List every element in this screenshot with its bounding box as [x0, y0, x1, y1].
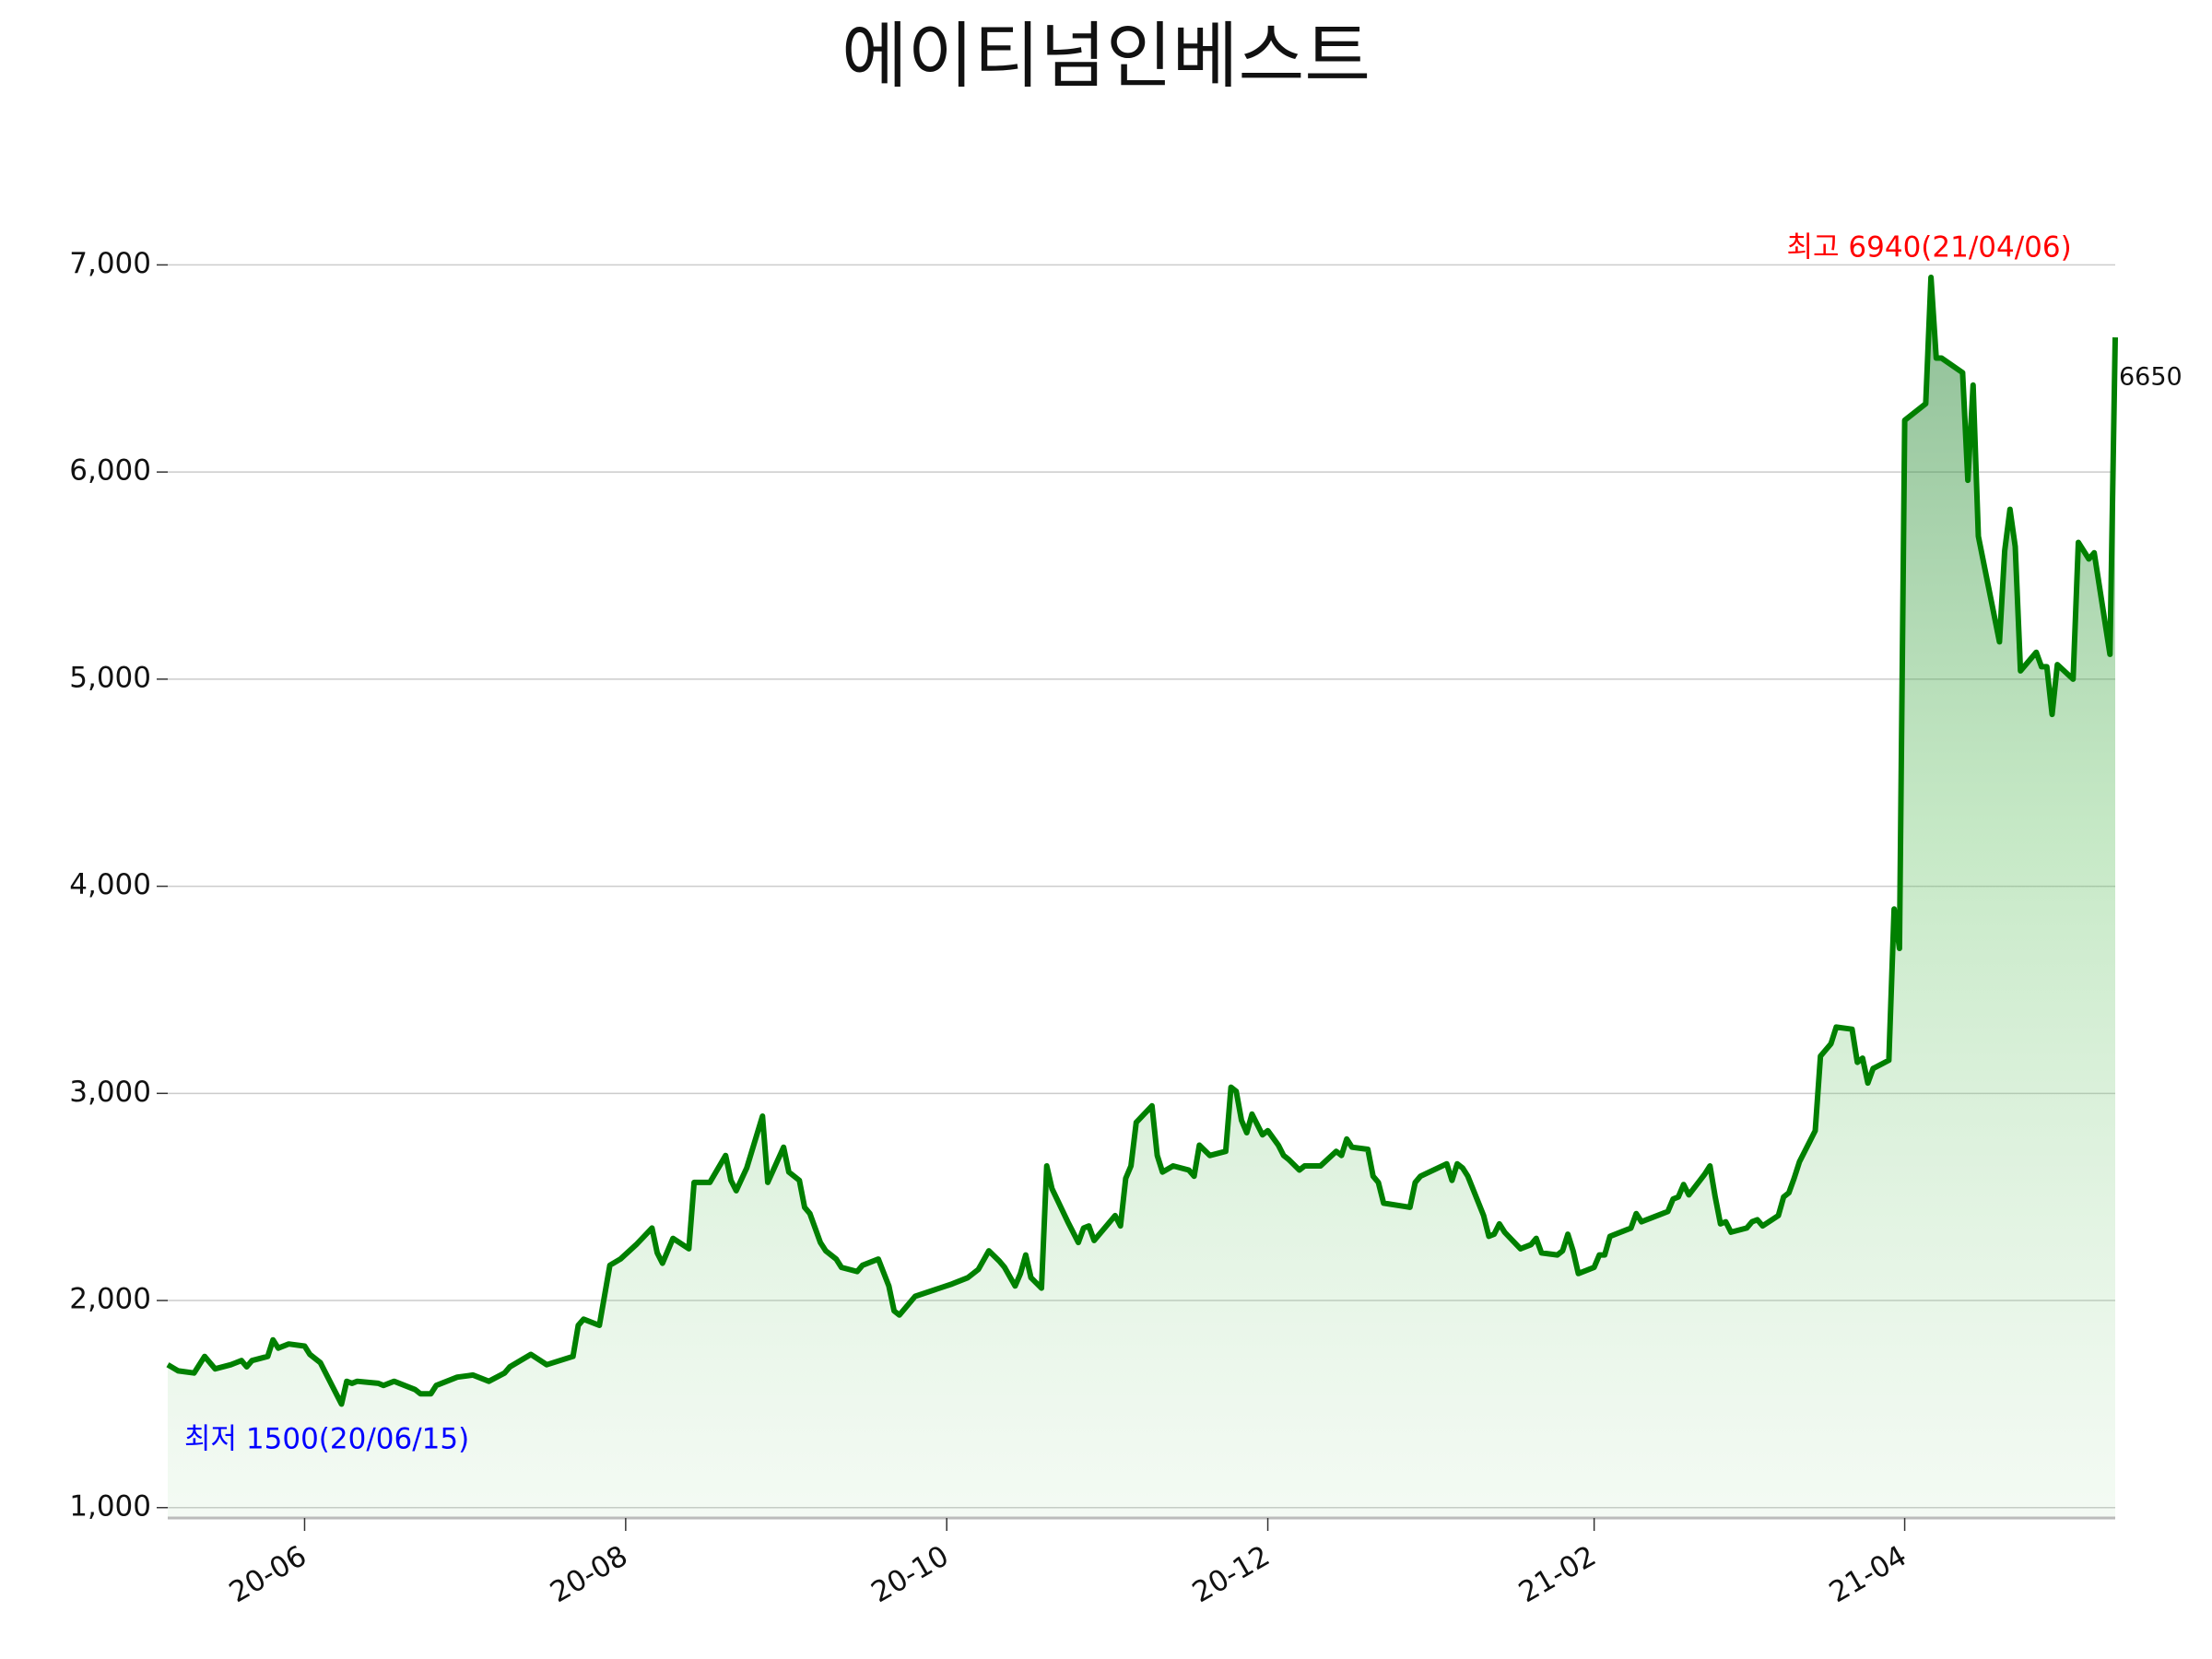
x-tick-label: 21-04 [1824, 1539, 1912, 1609]
area [168, 276, 2115, 1518]
high-annotation: 최고 6940(21/04/06) [1787, 231, 2072, 265]
chart-title: 에이티넘인베스트 [841, 15, 1371, 98]
y-tick-label: 5,000 [69, 661, 151, 694]
y-tick-label: 2,000 [69, 1283, 151, 1316]
price-line [166, 274, 2118, 1407]
y-tick-label: 3,000 [69, 1076, 151, 1109]
y-tick-label: 4,000 [69, 868, 151, 901]
x-tick-label: 20-10 [865, 1539, 954, 1609]
x-tick-label: 21-02 [1513, 1539, 1602, 1609]
y-tick-label: 6,000 [69, 454, 151, 488]
x-tick-label: 20-06 [224, 1539, 312, 1609]
x-tick-label: 20-12 [1187, 1539, 1276, 1609]
x-tick-label: 20-08 [545, 1539, 633, 1609]
y-tick-label: 7,000 [69, 247, 151, 280]
low-annotation: 최저 1500(20/06/15) [184, 1423, 469, 1456]
y-tick-label: 1,000 [69, 1489, 151, 1523]
last-value-label: 6650 [2119, 363, 2183, 392]
